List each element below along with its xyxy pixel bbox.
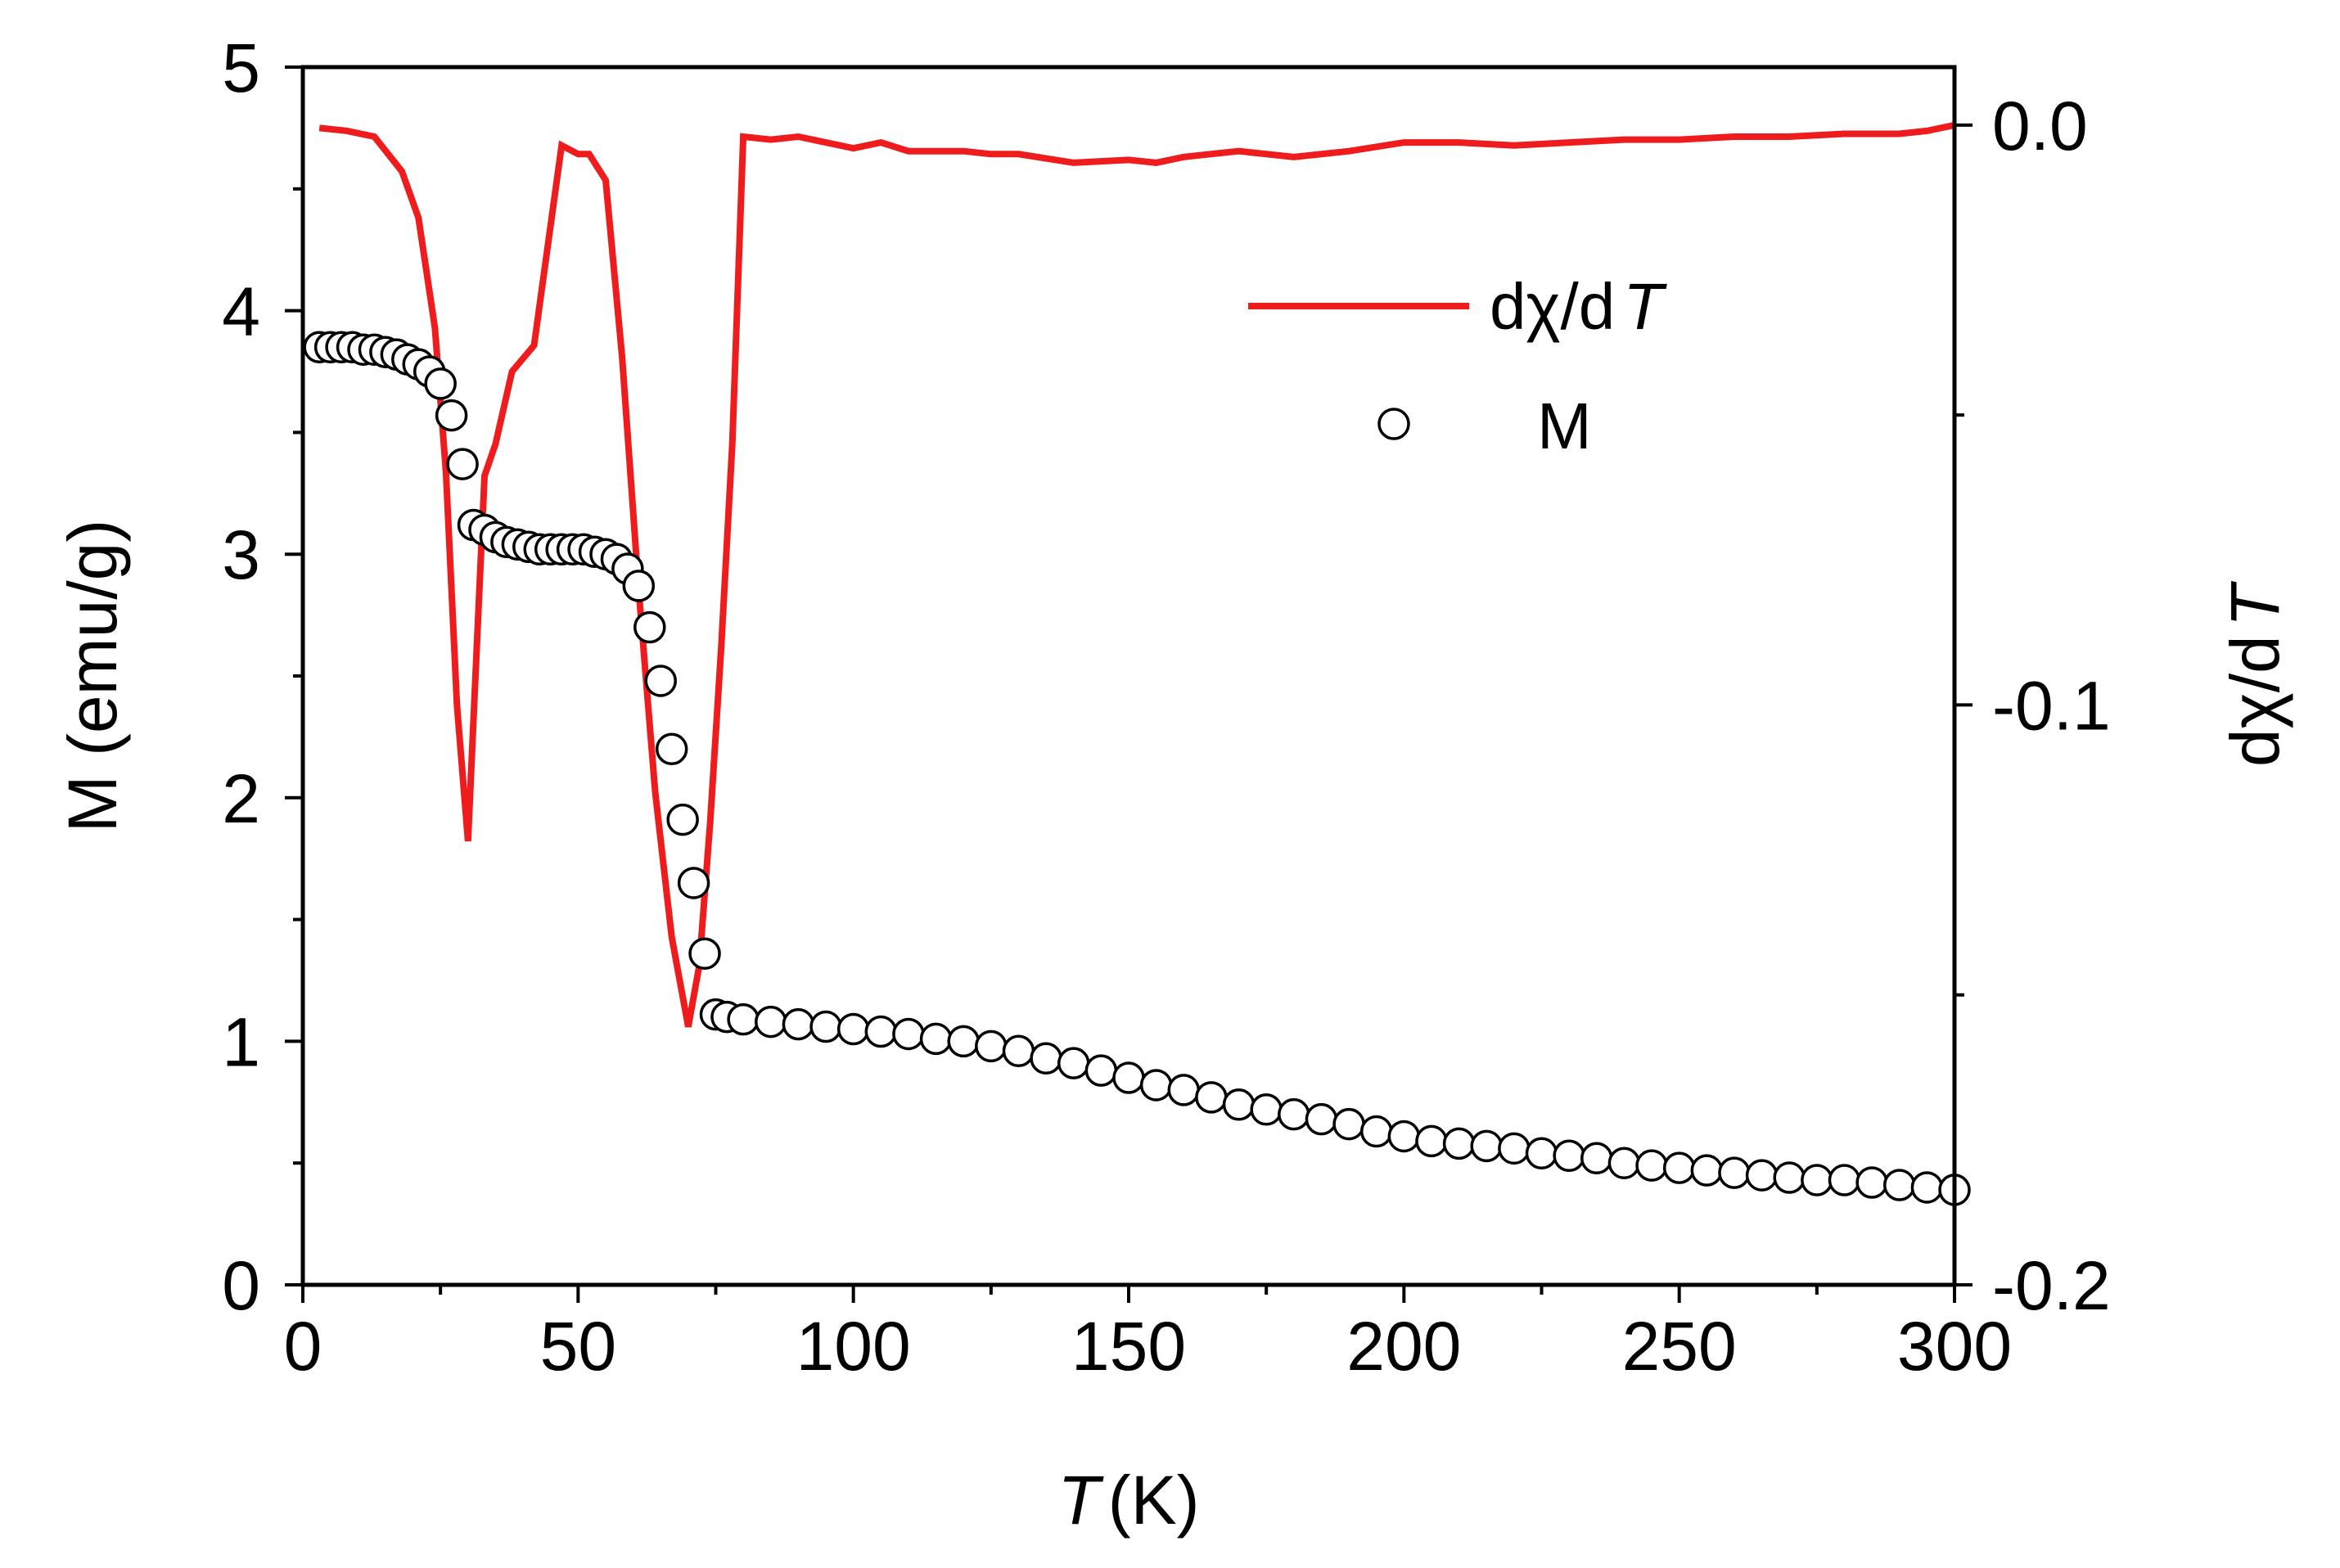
- legend-swatch-m: [1377, 408, 1410, 440]
- data-point-m: [864, 1015, 898, 1048]
- x-tick-label: 100: [796, 1308, 911, 1385]
- data-point-m: [1359, 1115, 1393, 1148]
- data-point-m: [1139, 1069, 1173, 1102]
- data-point-m: [1195, 1081, 1228, 1114]
- data-point-m: [666, 803, 699, 836]
- data-point-m: [677, 867, 710, 899]
- data-point-m: [1415, 1124, 1448, 1158]
- data-point-m: [1828, 1164, 1861, 1196]
- data-point-m: [1332, 1107, 1365, 1141]
- right-y-axis-ticks: 0.0 -0.1 -0.2: [1955, 88, 2111, 1324]
- data-point-m: [644, 665, 677, 697]
- x-axis-title-unit: (K): [1108, 1462, 1200, 1539]
- right-y-axis-title: dχ/d T: [2216, 580, 2293, 767]
- data-point-m: [1882, 1169, 1916, 1201]
- data-point-m: [446, 448, 479, 480]
- data-point-m: [1084, 1054, 1118, 1087]
- data-point-m: [435, 399, 468, 432]
- right-y-axis-title-prefix: dχ/d: [2216, 635, 2293, 767]
- legend-label-dchi-dt: dχ/d T: [1490, 270, 1667, 343]
- data-point-m: [688, 937, 721, 971]
- data-point-m: [727, 1003, 760, 1036]
- x-tick-label: 300: [1897, 1308, 2012, 1385]
- data-point-m: [1662, 1151, 1696, 1184]
- x-tick-label: 200: [1346, 1308, 1461, 1385]
- x-axis-title: T (K): [1057, 1462, 1199, 1539]
- series-line-dchi-dt: [318, 121, 1955, 1028]
- series-layer: [303, 121, 1971, 1206]
- data-point-m: [1553, 1139, 1585, 1173]
- right-y-axis-title-var: T: [2216, 580, 2293, 627]
- x-tick-label: 0: [284, 1308, 322, 1385]
- data-point-m: [1278, 1097, 1310, 1131]
- data-point-m: [1525, 1137, 1558, 1170]
- x-axis-title-var: T: [1057, 1462, 1104, 1539]
- data-point-m: [782, 1007, 815, 1041]
- data-point-m: [633, 611, 666, 644]
- data-point-m: [622, 570, 656, 602]
- data-point-m: [1002, 1034, 1035, 1068]
- data-point-m: [1222, 1088, 1256, 1121]
- data-point-m: [1718, 1156, 1751, 1189]
- data-point-m: [1607, 1147, 1641, 1179]
- left-y-tick-label: 0: [222, 1247, 260, 1324]
- left-y-tick-label: 3: [222, 516, 260, 593]
- data-point-m: [975, 1030, 1008, 1063]
- data-point-m: [655, 732, 688, 766]
- right-y-tick-label: 0.0: [1992, 88, 2088, 164]
- data-point-m: [836, 1012, 870, 1046]
- data-point-m: [1305, 1102, 1338, 1136]
- legend-label-dchi-dt-prefix: dχ/d: [1490, 270, 1615, 343]
- right-y-tick-label: -0.1: [1992, 667, 2111, 744]
- data-point-m: [1690, 1154, 1724, 1187]
- data-point-m: [947, 1025, 980, 1058]
- x-tick-label: 50: [540, 1308, 616, 1385]
- data-point-m: [1250, 1093, 1283, 1126]
- data-point-m: [424, 367, 457, 400]
- x-tick-label: 150: [1071, 1308, 1186, 1385]
- data-point-m: [1745, 1159, 1779, 1192]
- data-point-m: [1580, 1142, 1613, 1174]
- left-y-tick-label: 5: [222, 29, 260, 106]
- data-point-m: [1635, 1149, 1668, 1182]
- left-y-axis-title: M (emu/g): [54, 520, 131, 833]
- data-point-m: [892, 1017, 925, 1051]
- data-point-m: [755, 1005, 787, 1039]
- data-point-m: [1112, 1061, 1145, 1094]
- data-point-m: [1773, 1161, 1806, 1194]
- data-point-m: [1910, 1171, 1944, 1204]
- data-point-m: [809, 1010, 842, 1043]
- left-y-tick-label: 2: [222, 760, 260, 837]
- legend-label-dchi-dt-var: T: [1623, 270, 1667, 343]
- data-point-m: [1057, 1047, 1090, 1079]
- left-y-tick-label: 4: [222, 273, 260, 350]
- data-point-m: [1855, 1166, 1888, 1199]
- data-point-m: [1801, 1164, 1833, 1196]
- data-point-m: [1167, 1074, 1201, 1106]
- left-y-tick-label: 1: [222, 1003, 260, 1080]
- legend: dχ/d T M: [1248, 270, 1667, 462]
- right-y-tick-label: -0.2: [1992, 1247, 2111, 1324]
- data-point-m: [1030, 1042, 1062, 1075]
- data-point-m: [1498, 1132, 1531, 1165]
- left-y-axis-ticks: 0 1 2 3 4 5: [222, 29, 303, 1324]
- data-point-m: [1442, 1127, 1476, 1160]
- data-point-m: [919, 1022, 953, 1056]
- x-tick-label: 250: [1622, 1308, 1737, 1385]
- data-point-m: [1470, 1129, 1503, 1163]
- legend-label-m: M: [1537, 390, 1592, 462]
- x-axis-ticks: 0 50 100 150 200 250 300: [284, 1285, 2012, 1385]
- data-point-m: [1387, 1120, 1421, 1153]
